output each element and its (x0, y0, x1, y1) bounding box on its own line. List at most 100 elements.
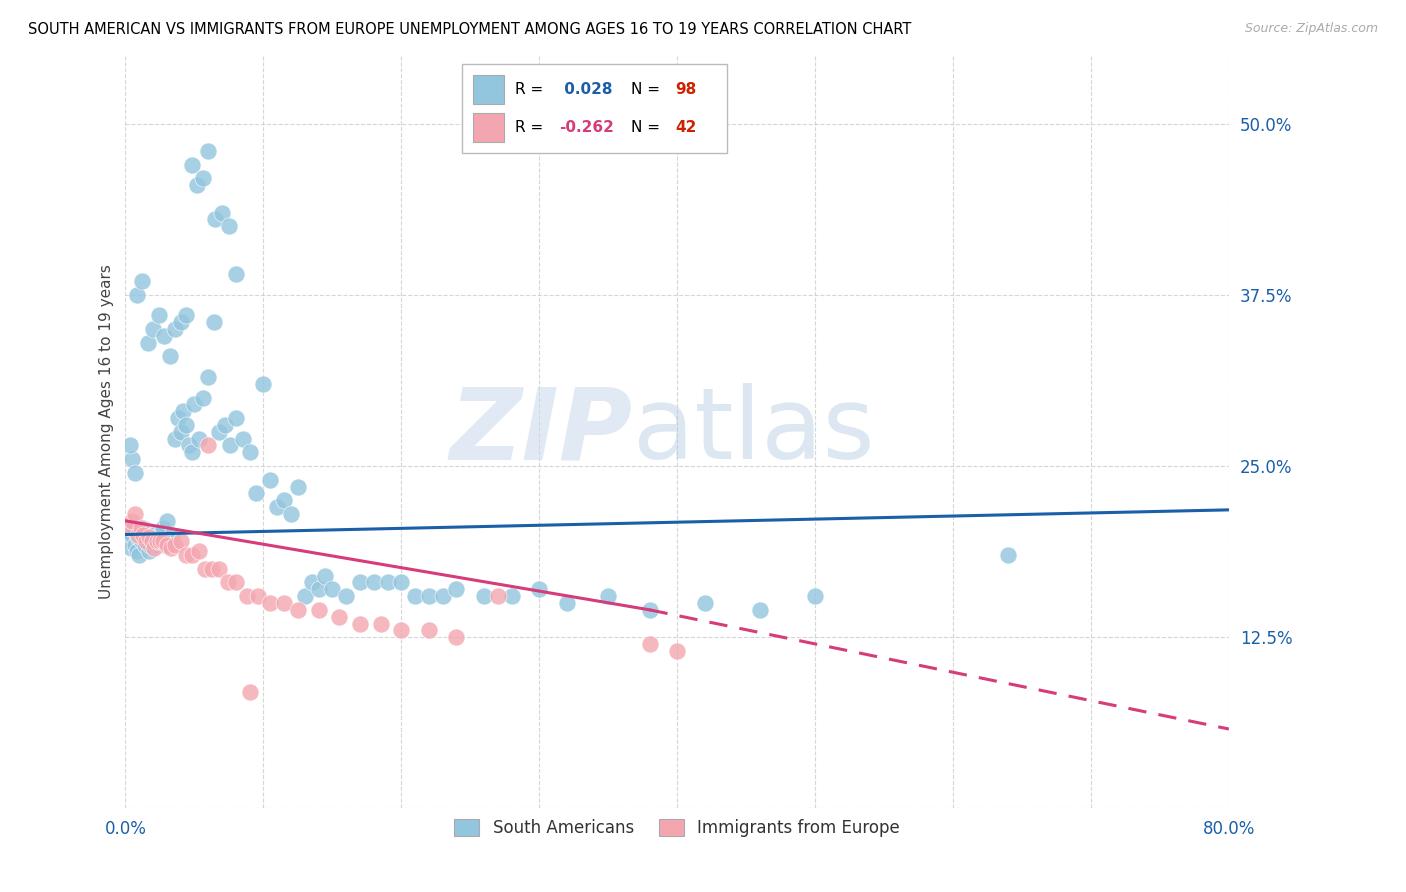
Point (138, 544, 160, 558)
Text: 42: 42 (675, 120, 696, 135)
Point (134, 539, 156, 553)
Point (165, 322, 187, 336)
Point (156, 539, 179, 553)
Point (124, 539, 146, 553)
Point (598, 589, 620, 603)
Point (287, 603, 309, 617)
Point (118, 534, 141, 549)
Point (183, 397, 205, 411)
Point (146, 534, 169, 549)
FancyBboxPatch shape (472, 76, 503, 104)
Text: R =: R = (515, 82, 548, 97)
Point (118, 438, 141, 452)
Point (202, 315, 225, 329)
Point (804, 589, 827, 603)
Point (141, 534, 163, 549)
Point (225, 411, 247, 425)
Point (148, 309, 170, 323)
Point (174, 309, 197, 323)
Point (156, 514, 179, 528)
Text: 98: 98 (675, 82, 696, 97)
Text: atlas: atlas (633, 384, 875, 480)
Point (370, 616, 392, 631)
Point (125, 544, 148, 558)
Point (638, 637, 661, 651)
Point (349, 575, 371, 590)
Point (129, 527, 152, 541)
Point (122, 521, 145, 535)
Text: 0.028: 0.028 (560, 82, 613, 97)
Point (225, 267, 247, 281)
Point (208, 425, 231, 439)
Point (314, 568, 336, 582)
Point (128, 548, 150, 562)
Point (127, 530, 149, 544)
Point (197, 144, 219, 158)
Point (472, 589, 495, 603)
Point (389, 624, 412, 638)
Point (204, 212, 226, 227)
Point (501, 589, 523, 603)
Point (153, 539, 176, 553)
Point (118, 521, 141, 535)
Point (146, 534, 169, 549)
Point (187, 432, 209, 446)
Point (121, 452, 143, 467)
Point (172, 404, 194, 418)
Point (211, 205, 233, 219)
Point (239, 445, 262, 459)
Point (145, 539, 167, 553)
Point (308, 582, 330, 597)
Point (139, 539, 162, 553)
Point (159, 350, 181, 364)
Text: N =: N = (631, 120, 665, 135)
Point (131, 534, 153, 549)
Point (217, 575, 239, 590)
Point (748, 603, 770, 617)
Point (124, 466, 146, 480)
Point (180, 548, 202, 562)
Point (555, 596, 578, 610)
Point (177, 438, 200, 452)
Point (232, 432, 254, 446)
Point (127, 527, 149, 541)
Point (165, 432, 187, 446)
Point (131, 274, 153, 288)
Point (486, 589, 509, 603)
Point (273, 493, 295, 508)
Point (169, 425, 191, 439)
Point (363, 575, 385, 590)
Point (446, 582, 468, 597)
Point (132, 521, 155, 535)
Point (141, 527, 163, 541)
Point (174, 417, 197, 432)
Point (349, 616, 371, 631)
Point (152, 534, 174, 549)
Point (167, 411, 190, 425)
Point (138, 530, 160, 544)
Point (225, 575, 247, 590)
Point (218, 219, 240, 234)
Point (169, 534, 191, 549)
Point (149, 534, 172, 549)
Point (201, 562, 224, 576)
FancyBboxPatch shape (463, 64, 727, 153)
Point (273, 596, 295, 610)
Point (143, 527, 166, 541)
Text: -0.262: -0.262 (560, 120, 614, 135)
Point (162, 527, 184, 541)
Point (121, 514, 143, 528)
Point (135, 527, 157, 541)
Point (135, 534, 157, 549)
Point (245, 486, 267, 500)
Point (266, 500, 288, 515)
Point (152, 521, 174, 535)
Point (280, 507, 302, 521)
Point (180, 445, 202, 459)
Point (214, 417, 236, 432)
Point (136, 335, 159, 350)
Point (153, 329, 176, 343)
Point (187, 544, 209, 558)
Point (529, 582, 551, 597)
Text: SOUTH AMERICAN VS IMMIGRANTS FROM EUROPE UNEMPLOYMENT AMONG AGES 16 TO 19 YEARS : SOUTH AMERICAN VS IMMIGRANTS FROM EUROPE… (28, 22, 911, 37)
